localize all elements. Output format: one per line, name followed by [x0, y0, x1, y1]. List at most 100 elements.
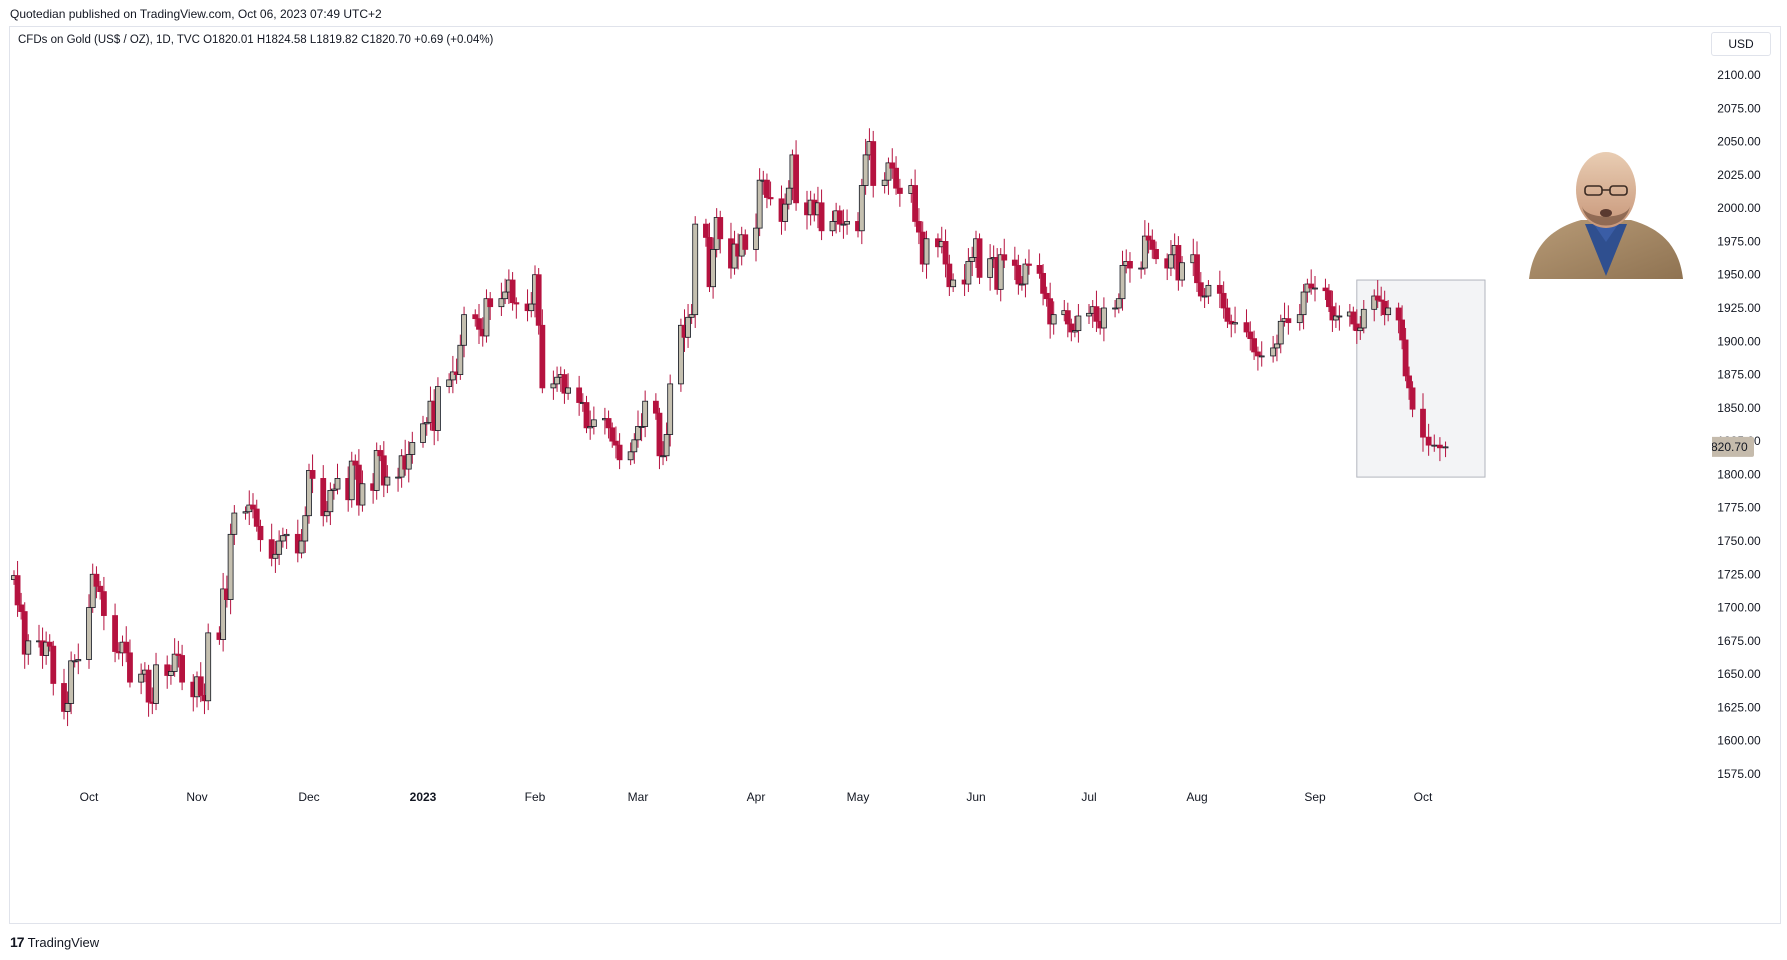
- candle: [457, 334, 464, 380]
- candle: [1179, 256, 1186, 287]
- candle: [1247, 321, 1254, 351]
- candle: [1019, 276, 1025, 291]
- candle: [302, 506, 309, 553]
- candle: [498, 282, 505, 316]
- candle: [61, 668, 67, 720]
- candle: [327, 482, 334, 526]
- candle: [1022, 258, 1029, 298]
- candle: [377, 445, 384, 462]
- x-tick-label: Oct: [80, 790, 99, 804]
- x-tick-label: Jun: [966, 790, 985, 804]
- last-price-tag: [1712, 436, 1754, 457]
- candle: [476, 304, 482, 344]
- candle: [153, 652, 159, 711]
- x-tick-label: Dec: [298, 790, 319, 804]
- candle: [334, 463, 341, 495]
- y-tick-label: 2075.00: [1717, 101, 1761, 115]
- candle: [1224, 298, 1231, 328]
- candle: [678, 318, 684, 392]
- candle: [1119, 250, 1126, 311]
- candle: [331, 483, 337, 500]
- candle: [756, 168, 763, 237]
- candle: [987, 244, 994, 291]
- y-tick-label: 1925.00: [1717, 301, 1761, 315]
- candle: [1243, 309, 1250, 338]
- candle: [1333, 302, 1339, 328]
- candle: [753, 213, 759, 262]
- candle: [384, 465, 391, 494]
- candle: [550, 370, 557, 400]
- candle: [764, 173, 770, 209]
- candle: [461, 306, 467, 358]
- candle: [635, 410, 641, 448]
- candle: [93, 566, 100, 599]
- candle: [793, 140, 799, 211]
- candle: [75, 643, 82, 675]
- y-tick-label: 1600.00: [1717, 734, 1761, 748]
- candle: [1399, 305, 1405, 350]
- candle: [583, 395, 590, 434]
- candle: [257, 519, 264, 552]
- candle: [1197, 272, 1204, 302]
- candle: [21, 602, 28, 669]
- candle: [663, 422, 670, 462]
- candle: [942, 229, 949, 278]
- y-tick-label: 2000.00: [1717, 201, 1761, 215]
- candle: [483, 289, 490, 343]
- candlestick-chart[interactable]: Oct Nov Dec 2023 Feb Mar Apr May Jun Jul Aug Sep Oct: [9, 26, 1712, 924]
- candle: [1425, 423, 1432, 456]
- currency-button[interactable]: USD: [1711, 32, 1771, 56]
- person-photo-image: [1529, 152, 1683, 279]
- candle: [1326, 284, 1332, 312]
- candle: [1093, 290, 1100, 332]
- candle: [656, 407, 663, 470]
- candle: [703, 218, 709, 247]
- candle: [272, 541, 279, 573]
- candle: [818, 189, 825, 241]
- y-tick-label: 1675.00: [1717, 634, 1761, 648]
- candle: [276, 530, 283, 565]
- chart-frame: [9, 26, 1781, 924]
- candle: [1232, 306, 1238, 334]
- candle: [652, 393, 659, 420]
- y-tick-label: 1775.00: [1717, 501, 1761, 515]
- candle: [420, 415, 426, 448]
- candle: [227, 523, 234, 615]
- candle: [916, 208, 922, 245]
- candle: [268, 523, 275, 567]
- candle: [885, 157, 892, 195]
- candle: [667, 374, 674, 447]
- candle: [829, 210, 836, 237]
- footer-brand-name: TradingView: [27, 934, 100, 950]
- price-axis[interactable]: 2100.00 2075.00 2050.00 2025.00 2000.00 1975.…: [1712, 26, 1782, 924]
- candle: [1153, 241, 1159, 265]
- candle: [1277, 314, 1284, 354]
- candle: [435, 377, 441, 442]
- candle: [590, 406, 597, 435]
- candle: [1011, 246, 1018, 281]
- candle: [535, 268, 542, 335]
- candle: [164, 655, 171, 689]
- x-tick-label: Nov: [186, 790, 207, 804]
- candle: [1300, 284, 1307, 330]
- candle: [1402, 327, 1409, 382]
- footer-brand: 17 TradingView: [10, 934, 99, 950]
- candle: [1220, 281, 1227, 319]
- publisher-line: Quotedian published on TradingView.com, …: [10, 7, 382, 21]
- candle: [1112, 300, 1118, 318]
- candle: [638, 413, 645, 442]
- candle: [858, 178, 865, 245]
- candle: [1075, 304, 1082, 343]
- candle: [616, 433, 623, 470]
- candle: [889, 148, 896, 179]
- candle: [1050, 301, 1057, 335]
- candle: [1194, 241, 1200, 293]
- candle: [1040, 264, 1046, 306]
- candle: [1100, 297, 1107, 342]
- candle: [89, 563, 96, 613]
- highlight-box: [1356, 279, 1486, 478]
- candle: [171, 638, 178, 677]
- candle: [1043, 286, 1050, 307]
- candle: [631, 433, 638, 464]
- candle: [250, 493, 256, 519]
